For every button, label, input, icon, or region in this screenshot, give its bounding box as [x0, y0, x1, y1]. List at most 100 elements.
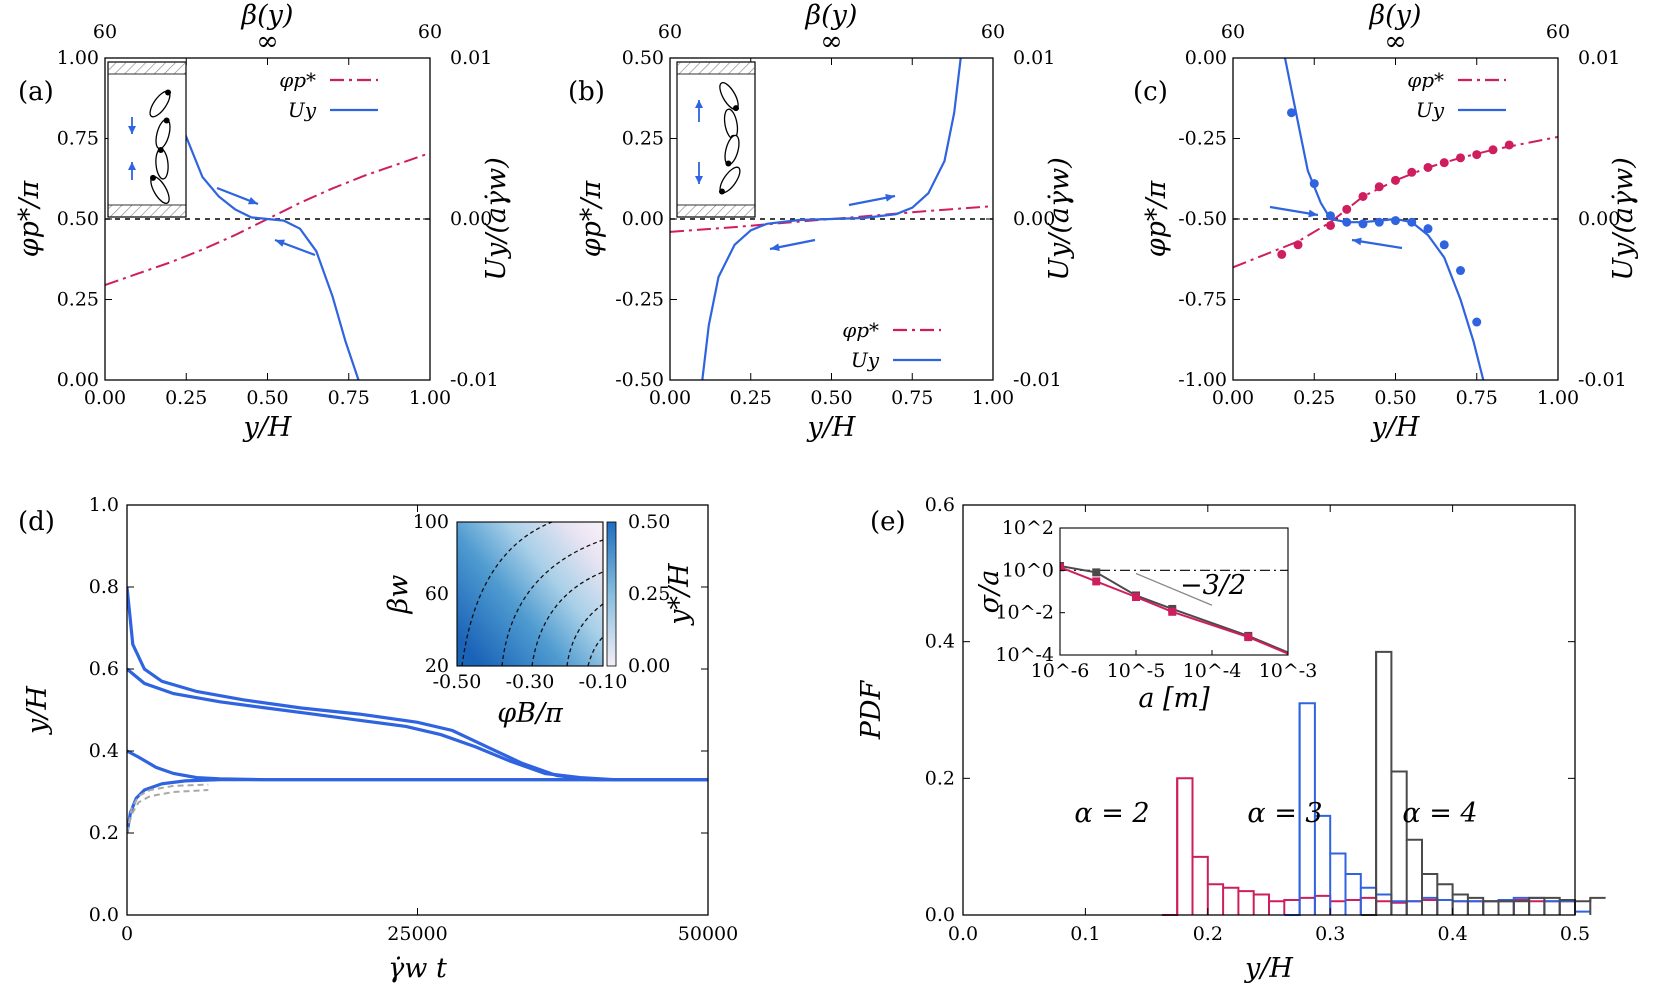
panel-label: (a) [18, 77, 54, 107]
heatmap-field [457, 522, 603, 666]
particle-head [733, 105, 739, 112]
slope-line [1135, 572, 1213, 606]
data-point-phi [1439, 158, 1449, 168]
panel-label: (e) [870, 507, 906, 537]
particle-head [150, 174, 156, 181]
y-right-tick-label: 0.00 [450, 208, 492, 230]
x-tick-label: 0.50 [246, 387, 288, 409]
inset-frame [676, 61, 756, 218]
x-tick-label: 0.1 [1070, 923, 1100, 945]
series-line-trajectory [127, 667, 708, 782]
y-right-tick-label: 0.01 [1013, 47, 1055, 69]
inset-y-tick-label: 10^2 [1002, 517, 1054, 539]
panel-c: 0.00 0.25 0.50 0.75 1.00 -1.00 -0.75 -0.50 -0.25… [1133, 0, 1639, 443]
panel-a: 0.00 0.25 0.50 0.75 1.00 0.00 0.25 0.50 0.75 1.00… [14, 0, 512, 443]
flow-arrow-head [695, 100, 703, 108]
alpha-annotation: α = 4 [1402, 798, 1477, 829]
contour-line [501, 539, 604, 667]
data-point-uy [1407, 217, 1417, 227]
inset-line-magenta [1060, 566, 1288, 655]
data-point-uy [1456, 266, 1465, 276]
y-axis-label: y/H [22, 686, 53, 735]
y-axis-label: PDF [856, 679, 887, 740]
data-point-phi [1472, 150, 1482, 160]
inset-y-tick-label: 60 [425, 583, 449, 605]
inset-x-axis-label: a [m] [1138, 683, 1210, 714]
x-tick-label: 25000 [387, 923, 447, 945]
heatmap-inset: -0.50 -0.30 -0.10 20 60 100 φB/π βw 0.00 0.25 0.50… [383, 511, 695, 729]
y-axis-label: φp*/π [576, 179, 607, 257]
inset-y-tick-label: 10^-2 [995, 602, 1054, 624]
y-tick-label: 0.00 [1185, 47, 1227, 69]
x-tick-label: 0.50 [1374, 387, 1416, 409]
inset-marker-gray [1092, 568, 1101, 577]
plot-frame [126, 504, 709, 916]
data-point-phi [1358, 191, 1368, 201]
y-tick-label: -1.00 [1178, 369, 1227, 391]
top-axis-label: β(y) [805, 0, 858, 31]
arrow-head [248, 197, 258, 205]
data-point-uy [1472, 317, 1482, 327]
top-tick-label: 60 [658, 21, 682, 43]
x-tick-label: 0.00 [84, 387, 126, 409]
inset-y-tick-label: 10^-4 [995, 644, 1054, 666]
top-wall [107, 61, 187, 75]
y-right-tick-label: 0.01 [1578, 47, 1620, 69]
data-point-uy [1423, 224, 1433, 234]
top-tick-label: ∞ [256, 26, 279, 57]
legend-label: Uy [1416, 98, 1445, 122]
x-tick-label: 50000 [678, 923, 738, 945]
x-axis-label: γ̇w t [388, 953, 447, 984]
loglog-inset: −3/2 10^-6 10^-5 10^-4 10^-3 10^-4 10^-2 10^0 10… [974, 517, 1317, 714]
data-point-uy [1326, 211, 1335, 221]
x-tick-label: 0.00 [649, 387, 691, 409]
x-axis-label: y/H [1371, 412, 1420, 443]
y-axis-label: φp*/π [14, 179, 45, 257]
legend-label: Uy [851, 348, 880, 372]
top-tick-label: 60 [981, 21, 1005, 43]
inset-y-axis-label: σ/a [974, 570, 1005, 614]
inset-x-tick-label: 10^-5 [1107, 660, 1166, 682]
inset-y-tick-label: 10^0 [1002, 559, 1054, 581]
contour-line [566, 603, 604, 667]
data-point-phi [1391, 175, 1400, 185]
inset-marker-magenta [1132, 592, 1140, 601]
y-right-axis-label: Uy/(aγ̇w) [1608, 157, 1639, 281]
bottom-wall [676, 204, 756, 218]
arrow-head [1308, 209, 1318, 218]
y-tick-label: 0.50 [622, 47, 664, 69]
contour-line [461, 521, 553, 667]
plot-frame [962, 504, 1576, 916]
y-right-tick-label: 0.00 [1578, 208, 1620, 230]
series-group [670, 58, 993, 380]
x-tick-label: 0.5 [1560, 923, 1590, 945]
data-point-phi [1488, 145, 1498, 155]
y-right-tick-label: 0.00 [1013, 208, 1055, 230]
inset-x-tick-label: 10^-3 [1259, 660, 1318, 682]
y-tick-label: -0.25 [1178, 128, 1227, 150]
y-tick-label: -0.25 [615, 289, 664, 311]
y-tick-label: 0.6 [89, 658, 119, 680]
flow-arrow-head [695, 176, 703, 184]
y-tick-label: 0.00 [622, 208, 664, 230]
y-tick-label: 1.00 [57, 47, 99, 69]
series-group [127, 586, 708, 834]
bottom-wall [107, 204, 187, 218]
data-point-phi [1277, 249, 1287, 259]
x-tick-label: 0.50 [810, 387, 852, 409]
x-tick-label: 0.0 [948, 923, 978, 945]
legend-label: Uy [288, 98, 317, 122]
x-tick-label: 0 [121, 923, 133, 945]
top-axis-label: β(y) [241, 0, 294, 31]
panel-e: 0.0 0.1 0.2 0.3 0.4 0.5 0.0 0.2 0.4 0.6 y/H PDF (e) α… [856, 494, 1606, 984]
y-right-axis-label: Uy/(aγ̇w) [1044, 157, 1075, 281]
y-right-axis-label: Uy/(aγ̇w) [481, 157, 512, 281]
y-tick-label: 0.00 [57, 369, 99, 391]
x-tick-label: 1.00 [409, 387, 451, 409]
inset-marker-magenta [1060, 563, 1064, 572]
y-tick-label: 0.0 [925, 904, 955, 926]
series-line-uy [1283, 58, 1485, 380]
inset-marker-magenta [1168, 607, 1177, 616]
histogram-4 [1360, 650, 1606, 916]
alpha-annotation: α = 2 [1074, 798, 1149, 829]
